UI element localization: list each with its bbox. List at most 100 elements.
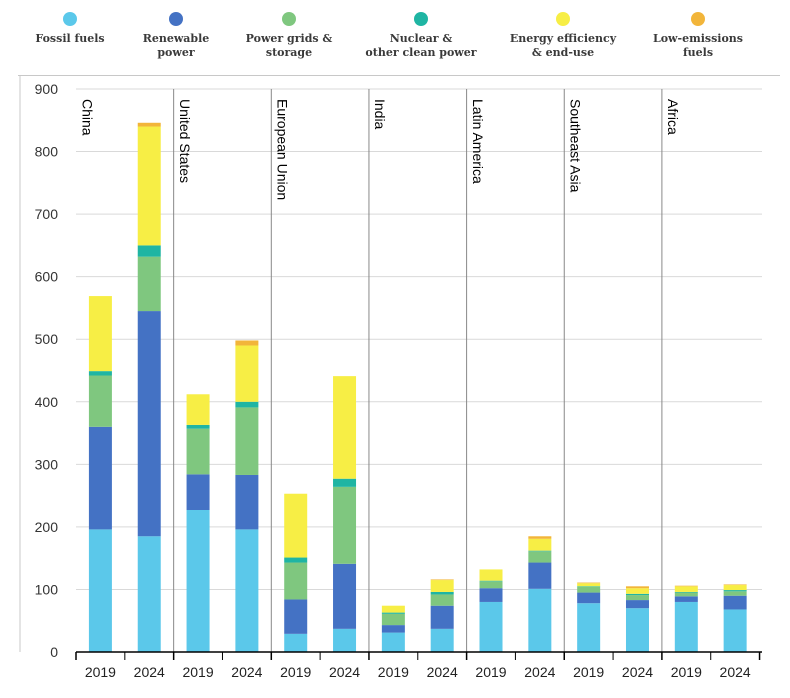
bar-segment [528, 562, 552, 589]
x-tick-label: 2019 [573, 664, 604, 680]
bar-segment [479, 581, 503, 589]
bar-segment [430, 591, 454, 595]
region-label: India [372, 99, 388, 130]
legend: Fossil fuels Renewable power Power grids &… [0, 0, 790, 76]
legend-label: Power grids & storage [245, 32, 333, 59]
y-tick-label: 700 [35, 206, 59, 222]
bar-segment [528, 550, 552, 552]
bar-segment [137, 536, 161, 652]
bar-segment [137, 245, 161, 257]
bar-segment [88, 371, 112, 376]
x-tick-label: 2019 [475, 664, 506, 680]
region-label: Southeast Asia [568, 99, 584, 193]
bar-segment [723, 584, 747, 586]
y-tick-label: 100 [35, 581, 59, 597]
x-tick-label: 2024 [524, 664, 555, 680]
bar-segment [186, 509, 210, 652]
bar-segment [284, 493, 308, 558]
region-label: United States [177, 99, 193, 183]
bar-segment [88, 529, 112, 652]
region-label: China [79, 99, 95, 136]
bar-segment [479, 580, 503, 582]
bar-segment [137, 122, 161, 127]
bar-segment [381, 625, 405, 633]
bar-segment [88, 375, 112, 427]
x-tick-label: 2024 [329, 664, 360, 680]
region-label: Africa [665, 99, 681, 135]
bar-segment [625, 593, 649, 596]
region-label: Latin America [470, 99, 486, 184]
legend-item: Power grids & storage [209, 12, 369, 60]
legend-swatch [414, 12, 428, 26]
bar-segment [235, 529, 259, 652]
bar-segment [625, 600, 649, 609]
y-tick-label: 600 [35, 269, 59, 285]
bar-segment [381, 613, 405, 626]
legend-swatch [556, 12, 570, 26]
bar-segment [333, 376, 357, 479]
y-tick-label: 900 [35, 81, 59, 97]
bar-segment [430, 580, 454, 592]
x-tick-label: 2019 [85, 664, 116, 680]
y-tick-label: 800 [35, 144, 59, 160]
legend-divider [18, 75, 780, 76]
bar-segment [284, 633, 308, 652]
bar-segment [284, 599, 308, 634]
x-tick-label: 2024 [427, 664, 458, 680]
bar-segment [333, 478, 357, 487]
x-tick-label: 2019 [280, 664, 311, 680]
x-tick-label: 2024 [720, 664, 751, 680]
bar-segment [137, 256, 161, 312]
bar-segment [333, 628, 357, 652]
bar-segment [381, 612, 405, 614]
bar-segment [381, 632, 405, 652]
bar-segment [577, 586, 601, 587]
bar-segment [528, 536, 552, 539]
bar-segment [479, 601, 503, 652]
x-tick-label: 2019 [378, 664, 409, 680]
legend-item: Low-emissions fuels [618, 12, 778, 60]
bar-segment [674, 591, 698, 593]
bar-segment [674, 601, 698, 652]
legend-swatch [63, 12, 77, 26]
bar-segment [674, 596, 698, 602]
legend-swatch [282, 12, 296, 26]
bar-segment [723, 591, 747, 596]
bar-segment [625, 595, 649, 601]
bar-segment [674, 586, 698, 592]
bar-segment [674, 592, 698, 597]
x-tick-label: 2024 [622, 664, 653, 680]
legend-label: Renewable power [142, 32, 210, 59]
bar-segment [528, 538, 552, 551]
bar-segment [723, 595, 747, 610]
bar-segment [479, 569, 503, 581]
bar-segment [577, 582, 601, 584]
bar-segment [186, 424, 210, 429]
y-tick-label: 0 [50, 644, 58, 660]
bar-segment [577, 592, 601, 604]
bar-segment [137, 311, 161, 537]
bar-segment [186, 428, 210, 475]
bar-segment [577, 583, 601, 587]
bar-segment [577, 603, 601, 652]
bar-segment [479, 588, 503, 602]
legend-label: Low-emissions fuels [652, 32, 743, 59]
legend-item: Nuclear & other clean power [341, 12, 501, 60]
bar-segment [333, 486, 357, 564]
legend-item: Energy efficiency & end-use [483, 12, 643, 60]
y-tick-label: 300 [35, 456, 59, 472]
bar-segment [235, 474, 259, 530]
legend-item: Fossil fuels [0, 12, 150, 46]
bar-segment [723, 585, 747, 591]
bar-segment [137, 126, 161, 246]
bar-segment [625, 588, 649, 594]
y-tick-label: 200 [35, 519, 59, 535]
bar-segment [430, 628, 454, 652]
bar-segment [284, 557, 308, 563]
bar-segment [235, 401, 259, 408]
legend-item: Renewable power [96, 12, 256, 60]
y-tick-label: 500 [35, 331, 59, 347]
bar-segment [577, 586, 601, 593]
legend-label: Fossil fuels [35, 32, 105, 45]
